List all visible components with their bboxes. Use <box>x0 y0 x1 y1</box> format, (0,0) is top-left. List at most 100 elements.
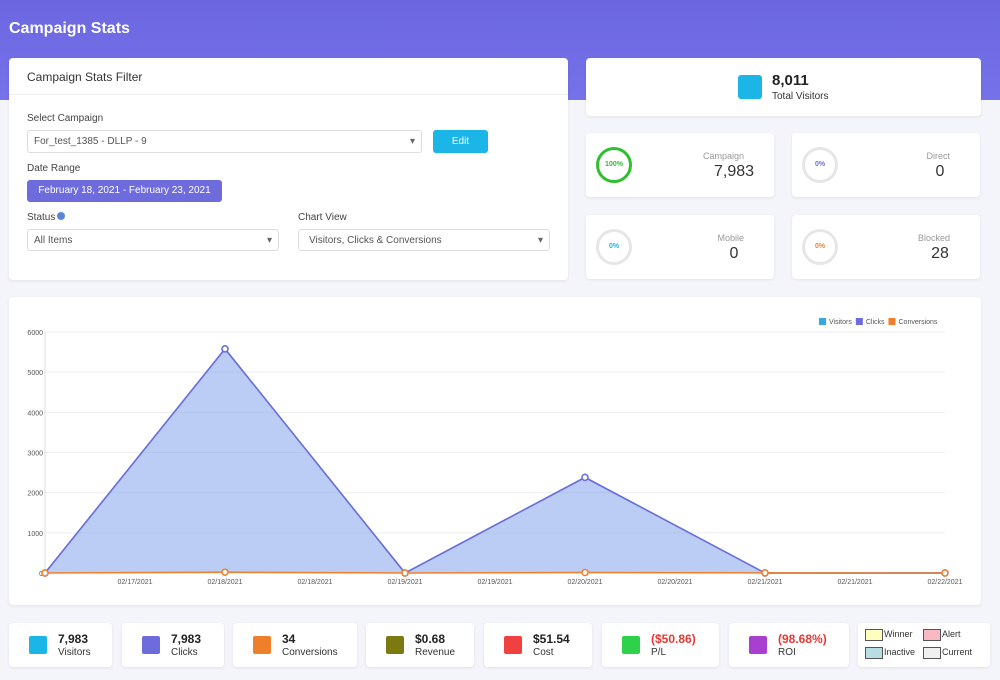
stat-icon <box>253 636 271 654</box>
legend-swatch <box>855 318 863 325</box>
stat-card: 7,983 Clicks <box>122 623 224 667</box>
total-card: 8,011 Total Visitors <box>586 58 981 116</box>
point <box>221 568 229 576</box>
gauge-ring <box>596 147 632 183</box>
stat-value: ($50.86) <box>651 632 696 646</box>
date-range-button[interactable]: February 18, 2021 - February 23, 2021 <box>27 180 222 202</box>
legend-text: Winner <box>884 629 913 639</box>
gauge-percent: 0% <box>814 243 826 250</box>
x-tick-label: 02/22/2021 <box>927 579 962 586</box>
gauge-label: Blocked <box>917 233 950 243</box>
gauge-ring <box>802 229 838 265</box>
gauge-percent: 0% <box>814 161 826 168</box>
stat-card: ($50.86) P/L <box>602 623 719 667</box>
gauge-card: 0% Mobile 0 <box>586 215 774 279</box>
label: Date Range <box>27 163 81 174</box>
gauge-value: 28 <box>931 245 949 262</box>
info-icon <box>57 212 65 220</box>
y-tick-label: 4000 <box>27 410 43 417</box>
gauge-ring <box>596 229 632 265</box>
point <box>41 569 49 577</box>
status-select[interactable]: All Items <box>27 229 279 252</box>
stat-label: Conversions <box>282 647 338 658</box>
stat-label: Cost <box>533 647 554 658</box>
edit-button[interactable]: Edit <box>433 130 488 153</box>
x-tick-label: 02/18/2021 <box>297 579 332 586</box>
legend-text: Inactive <box>884 647 916 657</box>
stat-icon <box>622 636 640 654</box>
stat-label: Visitors <box>58 647 91 658</box>
stat-icon <box>142 636 160 654</box>
x-tick-label: 02/21/2021 <box>837 579 872 586</box>
gauge-card: 100% Campaign 7,983 <box>586 133 774 197</box>
gauge-label: Mobile <box>717 233 744 243</box>
y-tick-label: 1000 <box>27 531 43 538</box>
stat-card: $51.54 Cost <box>484 623 592 667</box>
x-tick-label: 02/19/2021 <box>387 579 422 586</box>
gauge-percent: 100% <box>605 161 623 168</box>
y-tick-label: 5000 <box>27 370 43 377</box>
page-title: Campaign Stats <box>9 20 130 37</box>
legend-swatch <box>923 629 941 641</box>
point <box>581 568 589 577</box>
gauge-label: Campaign <box>702 151 744 161</box>
stat-card: 7,983 Visitors <box>9 623 112 667</box>
point <box>581 473 589 482</box>
stat-label: Clicks <box>171 647 198 658</box>
filter-card: Campaign Stats Filter Select Campaign Fo… <box>9 58 568 280</box>
stat-card: $0.68 Revenue <box>366 623 474 667</box>
x-tick-label: 02/17/2021 <box>117 579 152 586</box>
stat-value: 7,983 <box>58 632 89 646</box>
y-tick-label: 0 <box>39 571 43 578</box>
stat-label: Revenue <box>415 647 456 658</box>
y-tick-label: 3000 <box>27 451 43 458</box>
legend-label: Visitors <box>829 319 852 326</box>
line <box>44 571 946 574</box>
stat-card: 34 Conversions <box>233 623 357 667</box>
legend-text: Alert <box>942 629 961 639</box>
view-select[interactable]: Visitors, Clicks & Conversions <box>298 229 550 252</box>
point <box>941 569 949 577</box>
stat-icon <box>749 636 767 654</box>
gauge-ring <box>802 147 838 183</box>
total-label: Total Visitors <box>772 91 829 102</box>
legend-text: Current <box>942 647 973 657</box>
point <box>221 345 229 353</box>
stat-card: (98.68%) ROI <box>729 623 849 667</box>
gauge-value: 0 <box>935 163 945 180</box>
stat-value: 34 <box>282 632 296 646</box>
area <box>45 348 945 573</box>
filter-title: Campaign Stats Filter <box>27 70 143 84</box>
legend-swatch <box>923 647 941 659</box>
x-tick-label: 02/18/2021 <box>207 579 242 586</box>
chart: 0 1000 2000 3000 4000 5000 6000 02/18/2021 02/19… <box>27 318 963 586</box>
chart-card: 0 1000 2000 3000 4000 5000 6000 02/18/2021 02/19… <box>9 297 981 605</box>
y-tick-label: 6000 <box>27 330 43 337</box>
icon <box>738 75 762 99</box>
gauge-card: 0% Blocked 28 <box>792 215 980 279</box>
campaign-select[interactable]: For_test_1385 - DLLP - 9 <box>27 130 422 153</box>
divider <box>9 94 568 95</box>
stat-value: 7,983 <box>171 632 202 646</box>
label: Select Campaign <box>27 113 104 124</box>
x-tick-label: 02/21/2021 <box>747 579 782 586</box>
stat-label: ROI <box>778 647 796 658</box>
gauge-card: 0% Direct 0 <box>792 133 980 197</box>
legend-swatch <box>819 318 826 325</box>
stat-value: $51.54 <box>533 632 570 646</box>
x-tick-label: 02/19/2021 <box>477 579 512 586</box>
gauge-value: 7,983 <box>713 163 755 180</box>
stat-value: (98.68%) <box>778 632 827 646</box>
stat-icon <box>29 636 47 654</box>
legend-swatch <box>888 318 896 325</box>
legend-swatch <box>865 647 883 659</box>
stat-label: P/L <box>651 647 667 658</box>
legend-swatch <box>865 629 883 641</box>
label: Status <box>27 212 56 223</box>
point <box>401 569 409 577</box>
y-tick-label: 2000 <box>27 491 43 498</box>
legend-label: Clicks <box>866 319 885 326</box>
label: Chart View <box>298 212 347 223</box>
stat-icon <box>386 636 404 654</box>
